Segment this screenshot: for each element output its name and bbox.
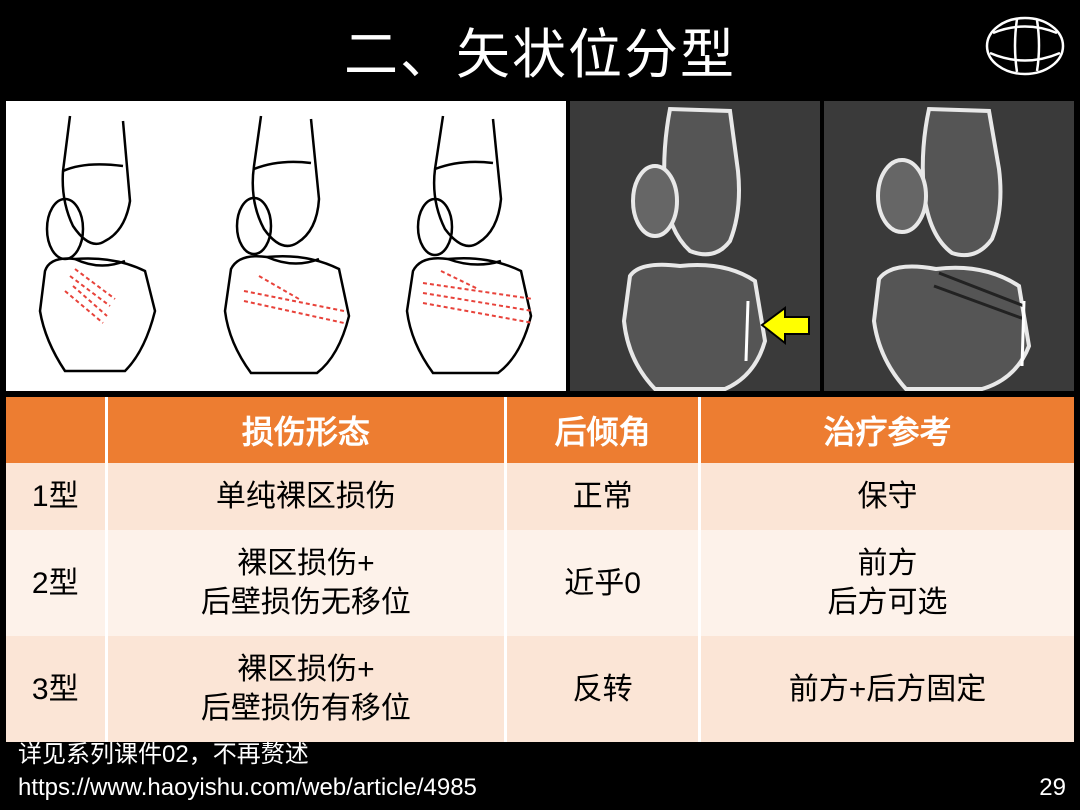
pointer-arrow-icon	[757, 303, 812, 353]
footer-line2: https://www.haoyishu.com/web/article/498…	[18, 772, 477, 804]
table-row: 3型 裸区损伤+后壁损伤有移位 反转 前方+后方固定	[6, 636, 1074, 742]
images-row	[0, 101, 1080, 391]
page-title: 二、矢状位分型	[0, 0, 1080, 89]
col-header-1: 损伤形态	[106, 397, 506, 463]
corner-logo-icon	[975, 8, 1070, 83]
ct-image-2	[824, 101, 1074, 391]
col-header-0	[6, 397, 106, 463]
knee-diagram-1	[15, 111, 190, 381]
table-row: 2型 裸区损伤+后壁损伤无移位 近乎0 前方后方可选	[6, 530, 1074, 636]
col-header-3: 治疗参考	[699, 397, 1074, 463]
page-number: 29	[1039, 774, 1066, 802]
footer-line1: 详见系列课件02，不再赘述	[18, 739, 477, 771]
footer-note: 详见系列课件02，不再赘述 https://www.haoyishu.com/w…	[18, 739, 477, 804]
classification-table: 损伤形态 后倾角 治疗参考 1型 单纯裸区损伤 正常 保守 2型 裸区损伤+后壁…	[6, 397, 1074, 742]
knee-diagram-2	[199, 111, 374, 381]
col-header-2: 后倾角	[506, 397, 700, 463]
ct-image-1	[570, 101, 820, 391]
diagram-panel	[6, 101, 566, 391]
knee-diagram-3	[383, 111, 558, 381]
table-row: 1型 单纯裸区损伤 正常 保守	[6, 463, 1074, 530]
